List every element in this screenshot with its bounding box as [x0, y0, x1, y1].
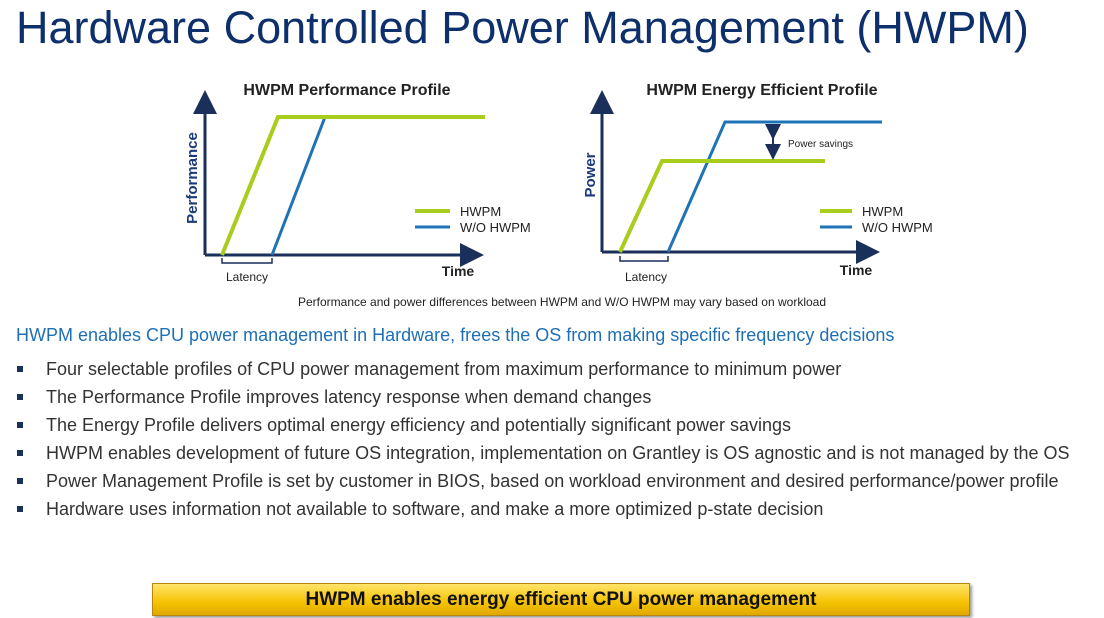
bullet: The Energy Profile delivers optimal ener… — [0, 416, 1104, 434]
latency-bracket — [619, 256, 669, 262]
hwpm-line — [618, 159, 825, 253]
bullet: The Performance Profile improves latency… — [0, 388, 1104, 406]
legend-label: HWPM — [460, 204, 501, 219]
bullet: Hardware uses information not available … — [0, 500, 1104, 518]
legend-label: W/O HWPM — [862, 220, 933, 235]
performance-diagram: HWPM Performance Profile Performance Tim… — [184, 82, 531, 284]
latency-label: Latency — [625, 270, 667, 284]
wo-hwpm-line — [666, 120, 882, 253]
slide-title: Hardware Controlled Power Management (HW… — [16, 2, 1029, 53]
diagram-title: HWPM Performance Profile — [243, 82, 450, 99]
annotation: Power savings — [788, 139, 853, 150]
diagrams: HWPM Performance Profile Performance Tim… — [184, 82, 933, 309]
subtitle: HWPM enables CPU power management in Har… — [16, 325, 895, 345]
legend-label: HWPM — [862, 204, 903, 219]
legend-label: W/O HWPM — [460, 220, 531, 235]
bullet: Four selectable profiles of CPU power ma… — [0, 360, 1104, 378]
note: Performance and power differences betwee… — [298, 295, 826, 309]
bullet: HWPM enables development of future OS in… — [0, 444, 1104, 462]
x-label: Time — [840, 262, 873, 278]
latency-label: Latency — [226, 270, 268, 284]
bullet-list: Four selectable profiles of CPU power ma… — [0, 360, 1104, 528]
y-label: Performance — [184, 132, 201, 224]
banner: HWPM enables energy efficient CPU power … — [152, 583, 970, 616]
energy-diagram: HWPM Energy Efficient Profile Power Time… — [582, 82, 933, 284]
latency-bracket — [221, 258, 273, 264]
x-label: Time — [442, 263, 475, 279]
bullet: Power Management Profile is set by custo… — [0, 472, 1104, 490]
diagram-title: HWPM Energy Efficient Profile — [646, 82, 877, 99]
hwpm-line — [220, 115, 485, 256]
wo-hwpm-line — [270, 115, 472, 256]
y-label: Power — [582, 152, 599, 197]
